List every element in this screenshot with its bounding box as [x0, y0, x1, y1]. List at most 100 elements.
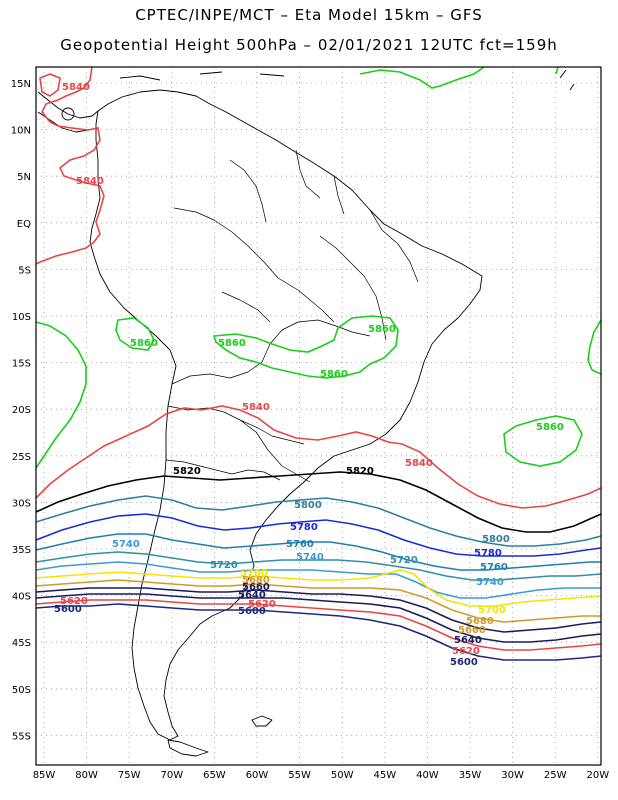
axis-labels: 15N 10N 5N EQ 5S 10S 15S 20S 25S 30S 35S 40S 45S 50S 5… [11, 79, 609, 781]
contour-5700 [35, 569, 602, 607]
lat-label: 40S [12, 592, 31, 603]
east-5860-contour [587, 319, 602, 375]
northeast-5860-contour [359, 66, 559, 89]
contour-5780 [35, 513, 602, 557]
height-contours [35, 66, 602, 661]
contour-5620 [35, 599, 602, 651]
caribbean-islands [119, 69, 575, 91]
pacific-5860-contour [35, 321, 87, 469]
contour-label-bolivia-5860: 5860 [218, 338, 246, 349]
contour-5720 [35, 561, 601, 599]
lon-label: 30W [501, 770, 524, 781]
contour-label-5820-b: 5820 [346, 466, 374, 477]
contour-label-5620-a: 5620 [60, 596, 88, 607]
contour-label-5620-c: 5620 [452, 646, 480, 657]
lat-label: 5S [18, 265, 31, 276]
contour-label-north-5840-b: 5840 [76, 176, 104, 187]
lon-label: 65W [203, 770, 226, 781]
lat-label: 50S [12, 685, 31, 696]
contour-label-5800-a: 5800 [294, 500, 322, 511]
falkland-islands [251, 715, 273, 727]
contour-5760 [35, 533, 601, 571]
tierra-del-fuego [167, 739, 209, 757]
contour-5640 [35, 593, 602, 643]
lat-label: 5N [17, 172, 31, 183]
contour-label-5680-b: 5680 [466, 616, 494, 627]
brazil-5860-contour [212, 315, 399, 379]
contour-labels: 5840 5840 5860 5860 5860 5860 5860 5840 … [54, 82, 564, 668]
contour-label-5600-c: 5600 [450, 657, 478, 668]
contour-label-atlantic-5860: 5860 [536, 422, 564, 433]
coastlines-borders [37, 69, 575, 757]
contour-label-5720-b: 5720 [390, 555, 418, 566]
lat-label: 10N [11, 126, 31, 137]
central-america-coastline [37, 91, 99, 133]
contour-label-5760-a: 5760 [286, 539, 314, 550]
contour-label-5620-b: 5620 [248, 599, 276, 610]
lon-label: 45W [373, 770, 396, 781]
lon-label: 25W [544, 770, 567, 781]
lat-label: 45S [12, 638, 31, 649]
lon-label: 80W [75, 770, 98, 781]
contour-5680 [35, 579, 601, 623]
contour-label-5740-b: 5740 [296, 552, 324, 563]
contour-5800 [35, 495, 602, 547]
contour-label-5800-b: 5800 [482, 534, 510, 545]
lon-label: 60W [246, 770, 269, 781]
lat-label: 30S [12, 498, 31, 509]
contour-label-5660-b: 5660 [458, 625, 486, 636]
contour-5600 [35, 603, 602, 661]
bolivia-5860-contour [115, 317, 155, 351]
map-frame [35, 66, 602, 766]
lon-label: 40W [416, 770, 439, 781]
contour-label-5700-b: 5700 [478, 605, 506, 616]
lon-label: 75W [118, 770, 141, 781]
contour-label-5640-b: 5640 [454, 635, 482, 646]
contour-label-5780-b: 5780 [474, 548, 502, 559]
contour-label-5600-b: 5600 [238, 606, 266, 617]
contour-label-5600-a: 5600 [54, 604, 82, 615]
contour-label-brazil-5860-b: 5860 [320, 369, 348, 380]
map-title-line2: Geopotential Height 500hPa – 02/01/2021 … [60, 36, 558, 54]
contour-label-pacific-5860: 5860 [130, 338, 158, 349]
lat-label: 10S [12, 312, 31, 323]
contour-5660 [35, 587, 602, 633]
atlantic-5860-contour [503, 415, 583, 467]
north-5840-loop [39, 73, 61, 97]
contour-label-5700-a: 5700 [240, 568, 268, 579]
lon-label: 70W [160, 770, 183, 781]
lat-label: EQ [17, 219, 31, 230]
contour-label-5680-a: 5680 [242, 575, 270, 586]
contour-label-brazil-5860-a: 5860 [368, 324, 396, 335]
subtropical-5840-contour [35, 405, 602, 509]
contour-5820 [35, 471, 602, 533]
contour-label-5780-a: 5780 [290, 522, 318, 533]
lat-label: 25S [12, 452, 31, 463]
contour-5740 [35, 551, 602, 581]
contour-label-5740-a: 5740 [112, 539, 140, 550]
lon-label: 20W [586, 770, 609, 781]
contour-label-5760-b: 5760 [480, 562, 508, 573]
lat-label: 15S [12, 359, 31, 370]
contour-label-subtropical-5840-b: 5840 [405, 458, 433, 469]
map-title-line1: CPTEC/INPE/MCT – Eta Model 15km – GFS [135, 6, 483, 24]
lat-label: 15N [11, 79, 31, 90]
lat-label: 55S [12, 731, 31, 742]
contour-label-5660-a: 5660 [242, 582, 270, 593]
contour-label-5820-a: 5820 [173, 466, 201, 477]
lat-lon-grid [36, 67, 601, 765]
north-5840-contour [35, 66, 105, 265]
lon-label: 35W [459, 770, 482, 781]
lon-label: 50W [331, 770, 354, 781]
lat-label: 20S [12, 405, 31, 416]
contour-label-5740-c: 5740 [476, 577, 504, 588]
contour-label-5720-a: 5720 [210, 560, 238, 571]
lon-label: 55W [288, 770, 311, 781]
lake-island [61, 107, 75, 121]
lon-label: 85W [33, 770, 56, 781]
contour-label-5640-a: 5640 [238, 590, 266, 601]
south-america-coastline [89, 89, 483, 741]
lat-label: 35S [12, 545, 31, 556]
contour-label-subtropical-5840-a: 5840 [242, 402, 270, 413]
